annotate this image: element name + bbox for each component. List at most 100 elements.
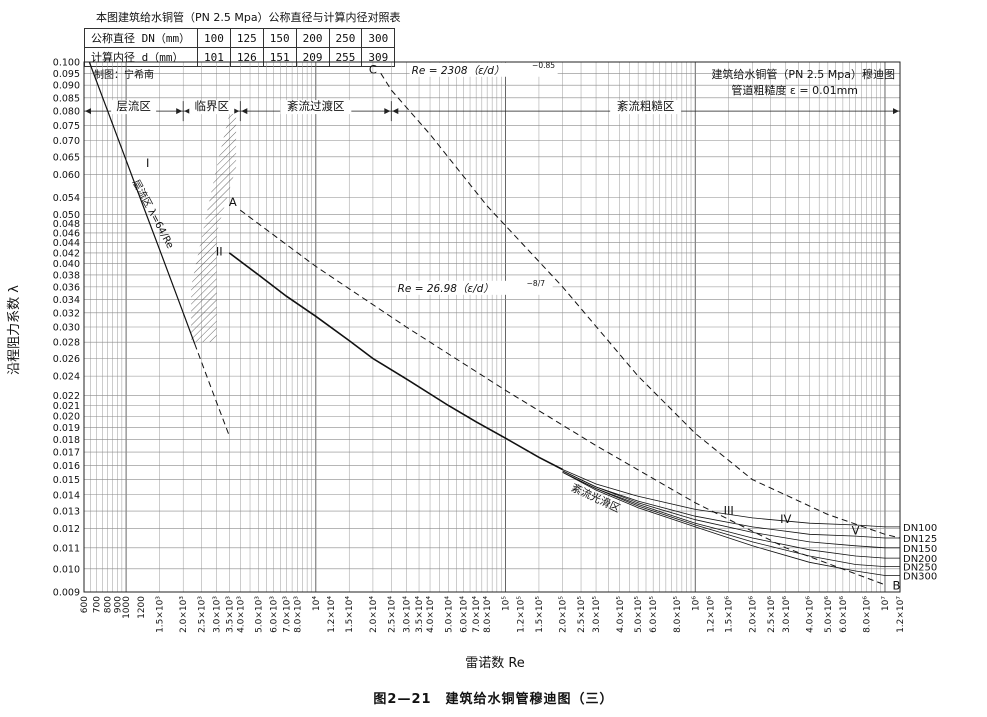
x-tick-label: 1200	[137, 596, 147, 619]
formula-exponent: −0.85	[532, 61, 555, 70]
x-tick-label: 8.0×10³	[293, 596, 303, 633]
chart-series	[88, 61, 901, 586]
series-line	[562, 470, 900, 539]
y-tick-label: 0.075	[53, 121, 80, 132]
series-label: DN100	[903, 523, 937, 534]
x-tick-label: 10⁶	[691, 596, 701, 611]
x-tick-label: 5.0×10⁶	[824, 596, 834, 633]
zone-label-bg	[189, 100, 235, 115]
y-axis-label: 沿程阻力系数 λ	[7, 285, 22, 375]
x-tick-label: 3.0×10⁶	[782, 596, 792, 633]
x-tick-label: 1.5×10³	[155, 596, 165, 633]
x-tick-label: 6.0×10⁴	[459, 596, 469, 633]
annotation-marker: C	[369, 62, 377, 76]
series-label: DN250	[903, 563, 937, 574]
y-tick-label: 0.030	[53, 323, 80, 334]
series-line	[228, 252, 563, 471]
annotation-text: 层流区 λ=64/Re	[130, 177, 177, 250]
y-tick-label: 0.046	[53, 228, 80, 239]
y-tick-label: 0.024	[53, 372, 80, 383]
zone-arrow-right	[384, 108, 391, 115]
x-tick-label: 10⁴	[312, 596, 322, 611]
y-tick-label: 0.065	[53, 152, 80, 163]
series-label: DN200	[903, 554, 937, 565]
x-tick-label: 4.0×10⁶	[805, 596, 815, 633]
series-line	[562, 471, 900, 576]
x-tick-label: 1.2×10⁷	[896, 596, 906, 633]
table-row: 公称直径 DN（mm） 100 125 150 200 250 300	[84, 28, 396, 48]
y-tick-label: 0.054	[53, 193, 80, 204]
y-tick-label: 0.020	[53, 412, 80, 423]
zone-label: 紊流粗糙区	[617, 99, 675, 113]
x-tick-label: 8.0×10⁴	[483, 596, 493, 633]
x-tick-label: 10⁷	[881, 596, 891, 611]
x-tick-label: 1.2×10⁵	[517, 596, 527, 633]
annotation-marker: II	[216, 245, 223, 259]
zone-label-bg	[610, 100, 682, 115]
x-tick-label: 2.5×10⁴	[387, 596, 397, 633]
y-tick-label: 0.016	[53, 461, 80, 472]
series-line	[562, 469, 900, 528]
series-line	[562, 470, 900, 549]
annotation-marker: IV	[780, 512, 791, 526]
series-line	[562, 471, 900, 567]
x-tick-label: 3.5×10³	[225, 596, 235, 633]
y-tick-label: 0.011	[53, 543, 80, 554]
x-tick-label: 700	[93, 596, 103, 613]
y-tick-label: 0.100	[53, 58, 80, 69]
y-tick-label: 0.095	[53, 69, 80, 80]
x-tick-label: 1.5×10⁵	[535, 596, 545, 633]
series-line	[88, 61, 196, 345]
table-cell: 100	[197, 28, 231, 48]
zone-arrow-left	[85, 108, 91, 115]
x-tick-label: 3.5×10⁴	[415, 596, 425, 633]
y-tick-label: 0.017	[53, 448, 80, 459]
x-tick-label: 4.0×10⁴	[426, 596, 436, 633]
y-tick-label: 0.032	[53, 308, 80, 319]
formula-bg	[395, 280, 553, 295]
x-tick-label: 6.0×10⁵	[649, 596, 659, 633]
x-tick-label: 5.0×10⁵	[634, 596, 644, 633]
x-tick-label: 7.0×10³	[282, 596, 292, 633]
y-tick-label: 0.015	[53, 475, 80, 486]
zone-arrow-left	[392, 108, 399, 115]
y-tick-label: 0.090	[53, 81, 80, 92]
series-label: DN300	[903, 572, 937, 583]
zone-arrow-left	[184, 108, 191, 115]
x-tick-label: 800	[104, 596, 114, 613]
x-tick-label: 4.0×10³	[236, 596, 246, 633]
y-tick-label: 0.036	[53, 282, 80, 293]
series-label: DN125	[903, 534, 937, 545]
x-tick-label: 3.0×10⁵	[592, 596, 602, 633]
series-label: DN150	[903, 544, 937, 555]
zone-label-bg	[280, 100, 352, 115]
zone-arrow-left	[241, 108, 248, 115]
series-line	[194, 343, 230, 436]
series-line	[380, 73, 901, 539]
y-tick-label: 0.070	[53, 136, 80, 147]
y-tick-label: 0.038	[53, 270, 80, 281]
chart-subtitle: 管道粗糙度 ε = 0.01mm	[731, 83, 858, 97]
formula-bg	[409, 62, 558, 77]
x-tick-label: 1.5×10⁴	[345, 596, 355, 633]
zone-label: 紊流过渡区	[287, 99, 345, 113]
y-tick-label: 0.010	[53, 564, 80, 575]
y-tick-label: 0.009	[53, 588, 80, 599]
y-tick-label: 0.014	[53, 490, 80, 501]
plot-frame	[83, 61, 901, 593]
flow-zones: 层流区 临界区 紊流过渡区 紊流粗糙区	[83, 99, 900, 122]
annotation-marker: B	[893, 579, 901, 593]
x-tick-label: 6.0×10⁶	[839, 596, 849, 633]
zone-arrow-right	[893, 108, 899, 115]
y-tick-label: 0.085	[53, 93, 80, 104]
x-tick-label: 5.0×10⁴	[444, 596, 454, 633]
y-tick-label: 0.080	[53, 107, 80, 118]
zone-label: 临界区	[195, 99, 230, 113]
x-tick-label: 5.0×10³	[255, 596, 265, 633]
y-tick-label: 0.012	[53, 524, 80, 535]
y-tick-label: 0.026	[53, 354, 80, 365]
x-tick-label: 3.0×10⁴	[402, 596, 412, 633]
figure-caption: 图2—21 建筑给水铜管穆迪图（三）	[373, 692, 614, 707]
x-tick-label: 2.5×10⁵	[577, 596, 587, 633]
